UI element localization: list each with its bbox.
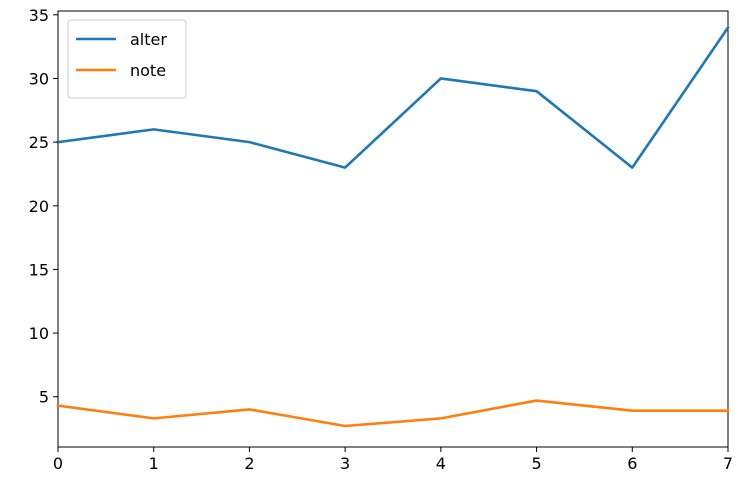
- y-tick-label: 30: [29, 69, 49, 88]
- x-axis: 0 1 2 3 4 5 6 7: [53, 447, 733, 473]
- y-tick-label: 25: [29, 133, 49, 152]
- y-tick-label: 20: [29, 197, 49, 216]
- series-line-alter: [56, 25, 730, 169]
- plot-area: [57, 10, 729, 448]
- legend-label-note: note: [130, 61, 166, 80]
- x-tick-label: 2: [244, 454, 254, 473]
- y-tick-label: 35: [29, 6, 49, 25]
- x-tick-label: 5: [531, 454, 541, 473]
- x-tick-label: 0: [53, 454, 63, 473]
- plot-frame: [57, 10, 729, 448]
- y-tick-label: 5: [39, 388, 49, 407]
- series-layer: [56, 25, 730, 428]
- y-tick-label: 10: [29, 324, 49, 343]
- x-tick-label: 6: [627, 454, 637, 473]
- y-tick-label: 15: [29, 260, 49, 279]
- x-tick-label: 4: [436, 454, 446, 473]
- legend-box: [67, 19, 187, 99]
- series-line-note: [56, 399, 730, 428]
- x-tick-label: 1: [149, 454, 159, 473]
- legend-label-alter: alter: [130, 30, 167, 49]
- legend: alter note: [67, 19, 187, 99]
- x-tick-label: 7: [723, 454, 733, 473]
- y-axis: 5 10 15 20 25 30 35: [29, 6, 58, 407]
- x-tick-label: 3: [340, 454, 350, 473]
